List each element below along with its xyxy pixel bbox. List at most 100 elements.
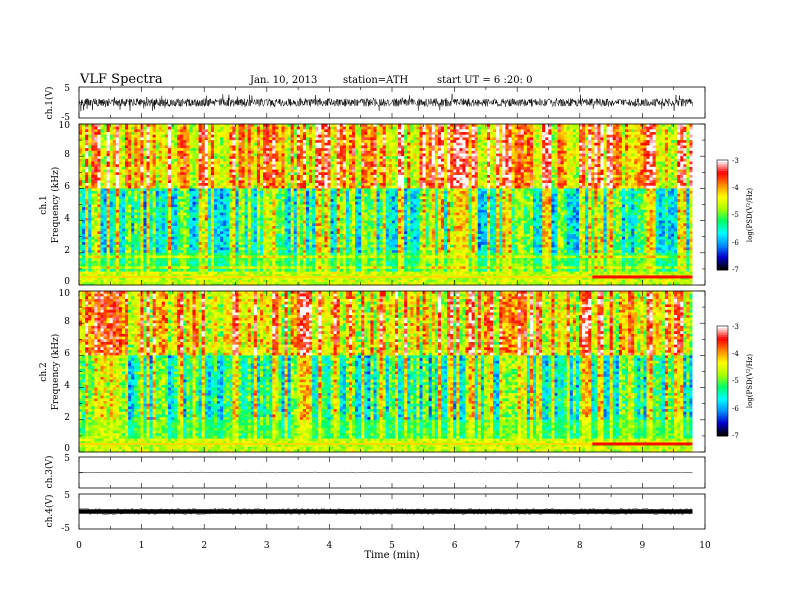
spectrogram-cell — [107, 156, 110, 159]
spectrogram-cell — [392, 129, 395, 132]
spectrogram-cell — [591, 159, 594, 162]
spectrogram-cell — [168, 151, 171, 154]
spectrogram-cell — [665, 129, 668, 132]
spectrogram-cell — [358, 148, 361, 151]
spectrogram-cell — [634, 140, 637, 143]
spectrogram-cell — [677, 140, 680, 143]
spectrogram-cell — [469, 124, 472, 127]
spectrogram-cell — [512, 151, 515, 154]
spectrogram-cell — [196, 137, 199, 140]
spectrogram-cell — [285, 135, 288, 138]
spectrogram-cell — [493, 137, 496, 140]
spectrogram-cell — [192, 148, 195, 151]
spectrogram-cell — [386, 135, 389, 138]
spectrogram-cell — [502, 148, 505, 151]
spectrogram-cell — [352, 164, 355, 167]
spectrogram-cell — [558, 135, 561, 138]
spectrogram-cell — [229, 148, 232, 151]
spectrogram-cell — [104, 140, 107, 143]
spectrogram-cell — [217, 145, 220, 148]
spectrogram-cell — [285, 170, 288, 173]
spectrogram-cell — [536, 140, 539, 143]
spectrogram-cell — [413, 167, 416, 170]
spectrogram-cell — [616, 151, 619, 154]
spectrogram-cell — [597, 148, 600, 151]
spectrogram-cell — [288, 145, 291, 148]
spectrogram-cell — [131, 143, 134, 146]
spectrogram-cell — [505, 124, 508, 127]
spectrogram-cell — [146, 170, 149, 173]
spectrogram-cell — [235, 156, 238, 159]
spectrogram-cell — [395, 145, 398, 148]
spectrogram-cell — [88, 143, 91, 146]
spectrogram-cell — [82, 135, 85, 138]
spectrogram-cell — [257, 140, 260, 143]
spectrogram-cell — [524, 137, 527, 140]
spectrogram-cell — [171, 156, 174, 159]
spectrogram-cell — [110, 159, 113, 162]
spectrogram-cell — [140, 151, 143, 154]
spectrogram-cell — [168, 132, 171, 135]
spectrogram-cell — [674, 151, 677, 154]
spectrogram-cell — [229, 137, 232, 140]
spectrogram-cell — [404, 132, 407, 135]
spectrogram-cell — [613, 162, 616, 165]
spectrogram-cell — [600, 143, 603, 146]
spectrogram-cell — [674, 127, 677, 130]
spectrogram-cell — [493, 127, 496, 130]
spectrogram-cell — [140, 129, 143, 132]
spectrogram-cell — [419, 156, 422, 159]
spectrogram-cell — [429, 167, 432, 170]
spectrogram-cell — [220, 143, 223, 146]
spectrogram-cell — [226, 140, 229, 143]
spectrogram-cell — [303, 135, 306, 138]
spectrogram-cell — [484, 156, 487, 159]
spectrogram-cell — [542, 156, 545, 159]
spectrogram-cell — [567, 164, 570, 167]
spectrogram-cell — [484, 135, 487, 138]
spectrogram-cell — [450, 167, 453, 170]
spectrogram-cell — [484, 151, 487, 154]
spectrogram-cell — [146, 159, 149, 162]
spectrogram-cell — [472, 154, 475, 157]
spectrogram-cell — [321, 145, 324, 148]
spectrogram-cell — [217, 132, 220, 135]
spectrogram-cell — [634, 145, 637, 148]
spectrogram-cell — [389, 145, 392, 148]
spectrogram-cell — [607, 124, 610, 127]
spectrogram-cell — [683, 156, 686, 159]
spectrogram-cell — [88, 140, 91, 143]
spectrogram-cell — [165, 135, 168, 138]
spectrogram-cell — [266, 129, 269, 132]
spectrogram-cell — [153, 124, 156, 127]
spectrogram-cell — [604, 135, 607, 138]
spectrogram-cell — [239, 140, 242, 143]
spectrogram-cell — [459, 154, 462, 157]
spectrogram-cell — [564, 132, 567, 135]
spectrogram-cell — [315, 164, 318, 167]
spectrogram-cell — [331, 164, 334, 167]
spectrogram-cell — [113, 170, 116, 173]
spectrogram-cell — [82, 143, 85, 146]
spectrogram-cell — [380, 140, 383, 143]
spectrogram-cell — [137, 156, 140, 159]
spectrogram-cell — [275, 167, 278, 170]
spectrogram-cell — [600, 135, 603, 138]
spectrogram-cell — [622, 143, 625, 146]
spectrogram-cell — [404, 164, 407, 167]
spectrogram-cell — [398, 154, 401, 157]
spectrogram-cell — [91, 137, 94, 140]
spectrogram-cell — [536, 135, 539, 138]
spectrogram-cell — [429, 140, 432, 143]
spectrogram-cell — [239, 135, 242, 138]
spectrogram-cell — [579, 137, 582, 140]
spectrogram-cell — [266, 154, 269, 157]
spectrogram-cell — [588, 124, 591, 127]
spectrogram-cell — [419, 135, 422, 138]
spectrogram-cell — [202, 129, 205, 132]
spectrogram-cell — [551, 124, 554, 127]
spectrogram-cell — [386, 124, 389, 127]
spectrogram-cell — [493, 145, 496, 148]
spectrogram-cell — [358, 156, 361, 159]
spectrogram-cell — [343, 167, 346, 170]
